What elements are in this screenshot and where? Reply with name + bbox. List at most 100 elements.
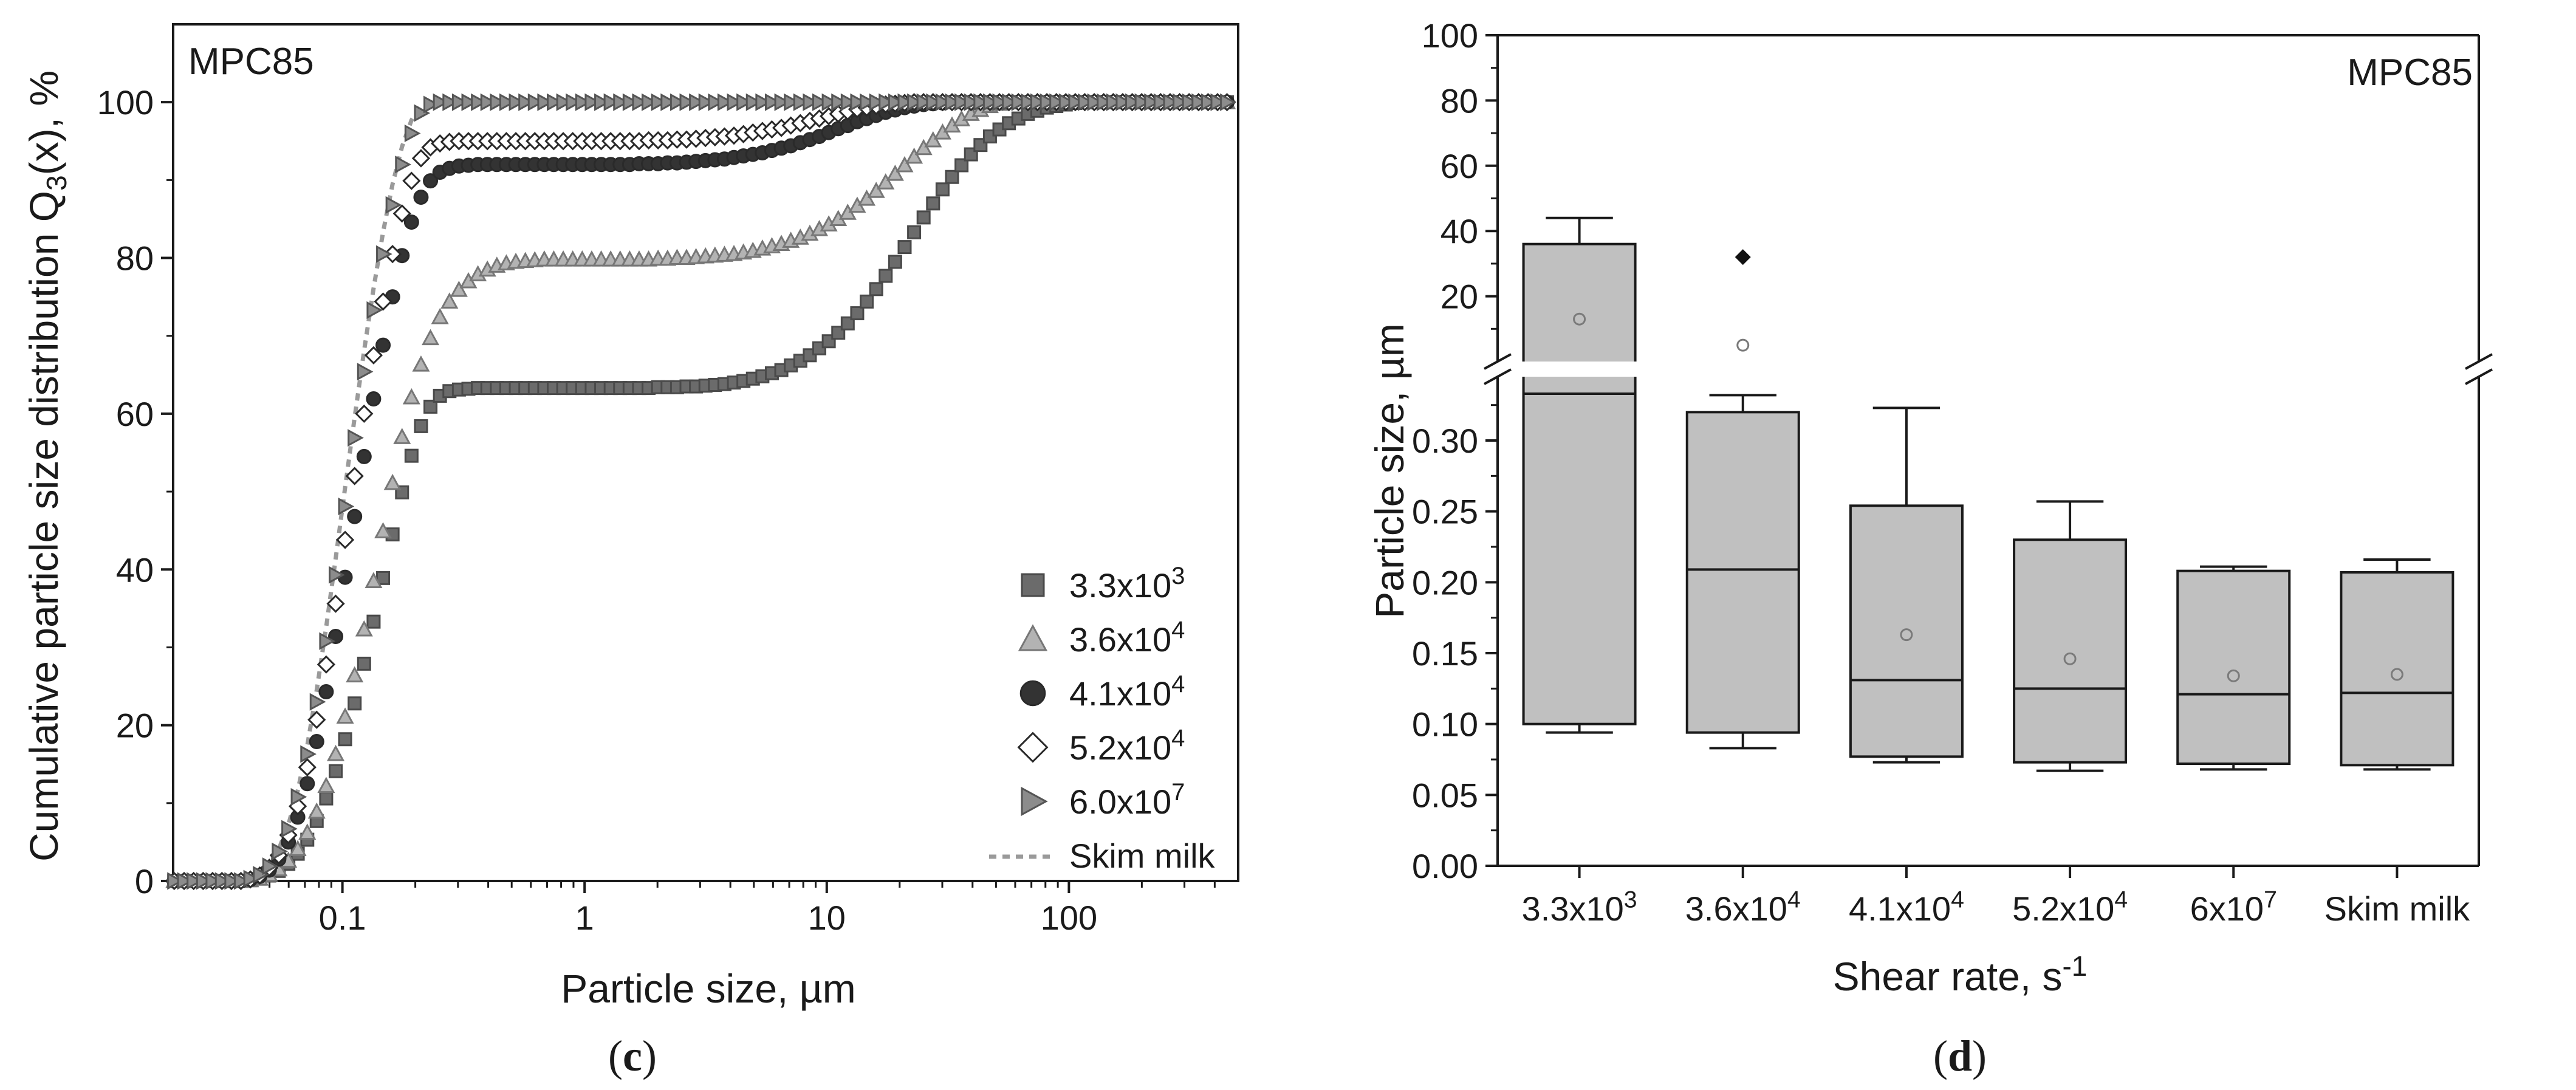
c-data-point <box>840 316 855 331</box>
c-data-point <box>1210 93 1227 111</box>
c-data-point <box>860 294 874 309</box>
c-data-point <box>187 872 203 890</box>
c-data-point <box>879 269 893 283</box>
d-box-2 <box>1849 406 1964 764</box>
d-x-tick-label: Skim milk <box>2324 889 2471 928</box>
c-data-point <box>660 93 677 111</box>
c-data-point <box>300 776 315 792</box>
c-legend-marker <box>1017 732 1049 763</box>
c-data-point <box>954 93 971 111</box>
c-data-point <box>272 842 288 860</box>
d-y-tick-label-lower: 0.30 <box>1412 422 1478 460</box>
d-mean-marker <box>1573 312 1586 326</box>
c-data-point <box>907 93 923 111</box>
c-data-point <box>450 280 468 297</box>
d-x-tick-label: 6x107 <box>2190 887 2277 928</box>
c-legend-marker <box>1021 786 1048 817</box>
c-data-point <box>1002 93 1018 111</box>
d-y-tick-label-lower: 0.00 <box>1412 847 1478 885</box>
c-data-point <box>954 158 969 173</box>
c-data-point <box>383 473 402 490</box>
c-data-point <box>480 93 497 111</box>
c-data-point <box>376 245 392 263</box>
c-data-point <box>745 93 762 111</box>
d-break-mark <box>2465 368 2493 385</box>
c-data-point <box>355 620 373 637</box>
c-series-group <box>165 93 1236 891</box>
c-data-point <box>575 93 592 111</box>
d-box-body <box>2013 538 2128 764</box>
d-x-tick-label-sup: 4 <box>1787 887 1801 913</box>
c-data-point <box>916 93 933 111</box>
c-data-point <box>289 840 307 856</box>
d-chart-title: MPC85 <box>2347 52 2473 94</box>
c-data-point <box>642 93 658 111</box>
c-legend-label-sup: 4 <box>1171 671 1185 698</box>
c-data-point <box>850 306 865 321</box>
c-data-point <box>346 666 364 683</box>
c-y-tick-label: 100 <box>97 83 154 122</box>
c-data-point <box>1011 93 1028 111</box>
d-y-tick-label-upper: 60 <box>1440 147 1478 185</box>
d-x-tick-label-sup: 4 <box>2114 887 2128 913</box>
c-data-point <box>423 95 440 114</box>
c-data-point <box>392 204 411 223</box>
c-y-label-main: Cumulative particle size distribution Q <box>21 191 66 862</box>
c-legend-label-sup: 7 <box>1171 779 1185 806</box>
c-data-point <box>812 93 829 111</box>
c-data-point <box>896 156 914 173</box>
d-box-body <box>1685 411 1800 734</box>
c-legend-marker <box>1018 624 1048 651</box>
c-data-point <box>336 707 354 724</box>
c-data-point <box>1173 93 1189 111</box>
d-box-group <box>1521 216 2454 772</box>
c-data-point <box>679 93 696 111</box>
c-data-point <box>307 802 326 819</box>
d-panel-letter: d <box>1948 1032 1972 1080</box>
c-data-point <box>945 170 959 184</box>
c-data-point <box>755 93 772 111</box>
c-data-point <box>364 346 383 365</box>
c-series-line-skim-milk <box>174 100 1208 883</box>
c-data-point <box>584 93 601 111</box>
c-legend-marker <box>1019 680 1046 707</box>
d-x-tick-label: 3.3x103 <box>1522 887 1637 928</box>
c-data-point <box>366 301 383 319</box>
c-x-tick-label: 0.1 <box>319 899 366 937</box>
c-x-axis-label: Particle size, µm <box>561 966 855 1011</box>
c-legend: 3.3x1033.6x1044.1x1045.2x1046.0x107Skim … <box>989 563 1216 875</box>
c-data-point <box>850 93 867 111</box>
d-y-tick-label-lower: 0.25 <box>1412 493 1478 531</box>
c-data-point <box>924 131 942 148</box>
c-y-label-sub: 3 <box>41 175 72 191</box>
d-x-tick-label-base: Skim milk <box>2324 889 2471 928</box>
cumulative-distribution-chart: 0 20 40 60 80 100 0.1 1 10 100 MPC85 Particle siz… <box>21 23 1239 1080</box>
c-data-point <box>651 93 668 111</box>
c-data-point <box>886 164 904 181</box>
c-data-point <box>338 732 352 747</box>
c-data-point <box>1163 93 1180 111</box>
c-data-point <box>1191 93 1208 111</box>
c-data-point <box>413 190 429 205</box>
c-legend-label: 3.3x103 <box>1069 563 1185 605</box>
c-data-point <box>914 139 933 156</box>
d-y-axis-label: Particle size, µm <box>1367 323 1412 618</box>
c-data-point <box>907 225 922 239</box>
c-x-tick-label: 100 <box>1041 899 1097 937</box>
c-data-point <box>858 189 876 206</box>
c-legend-label: 5.2x104 <box>1069 725 1185 767</box>
d-mean-marker <box>1736 338 1750 352</box>
c-data-point <box>708 93 724 111</box>
c-data-point <box>309 693 326 711</box>
c-data-point <box>860 93 876 111</box>
c-data-point <box>281 820 298 838</box>
c-y-tick-label: 40 <box>116 550 154 589</box>
c-data-point <box>433 93 450 111</box>
c-data-point <box>329 764 343 778</box>
c-data-point <box>935 182 950 197</box>
c-data-point <box>366 391 382 407</box>
c-data-point <box>423 399 438 414</box>
c-data-point <box>831 93 848 111</box>
c-data-point <box>793 93 810 111</box>
